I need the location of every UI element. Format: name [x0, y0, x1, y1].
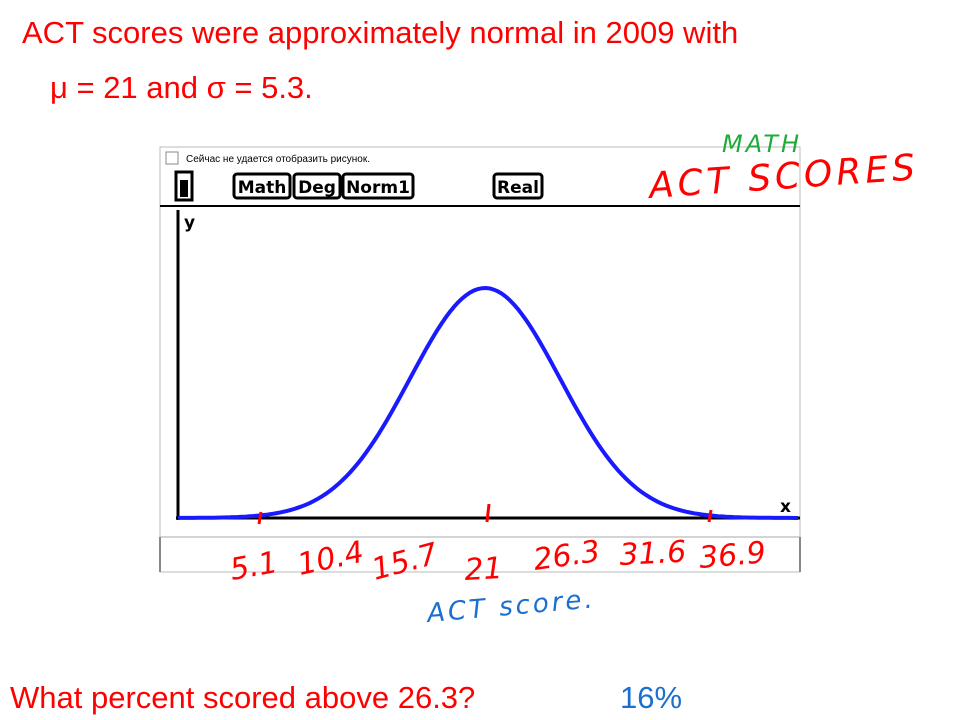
y-axis-label: y: [184, 213, 195, 233]
hand-tick: [257, 511, 263, 525]
answer: 16%: [620, 680, 682, 715]
status-button: [492, 172, 544, 200]
screen-frame: [159, 146, 801, 573]
status-bar: Math Deg Norm1 Real: [232, 172, 544, 200]
hand-tick-label: 21: [464, 551, 504, 588]
hand-tick-label: 5.1: [227, 545, 280, 588]
hand-tick-label: 31.6: [619, 535, 688, 573]
battery-level: [180, 180, 188, 197]
status-button: [292, 172, 342, 200]
error-text: Сейчас не удается отобразить рисунок.: [186, 153, 370, 165]
subject-note: MATH: [722, 130, 802, 158]
x-axis-label: x: [780, 497, 791, 517]
status-label: Norm1: [346, 178, 410, 198]
calculator-screen: Сейчас не удается отобразить рисунок. Ma…: [159, 146, 801, 573]
status-button: [232, 172, 292, 200]
status-label: Deg: [298, 178, 336, 198]
battery-icon: [174, 170, 194, 202]
hand-tick-labels: 5.1 10.4 15.7 21 26.3 31.6 36.9: [227, 534, 767, 588]
status-button: [341, 172, 415, 200]
status-label: Math: [238, 178, 287, 198]
question: What percent scored above 26.3?: [10, 680, 475, 715]
hand-tick-label: 36.9: [698, 535, 768, 576]
axis-note: ACT score.: [424, 584, 597, 629]
status-label: Real: [497, 178, 539, 198]
hand-tick: [707, 509, 713, 523]
normal-curve: [178, 285, 798, 520]
title-line: μ = 21 and σ = 5.3.: [50, 70, 313, 105]
title-line: ACT scores were approximately normal in …: [22, 15, 738, 50]
hand-ticks: [257, 503, 713, 525]
hand-tick: [485, 503, 491, 523]
broken-image-icon: [165, 151, 179, 165]
